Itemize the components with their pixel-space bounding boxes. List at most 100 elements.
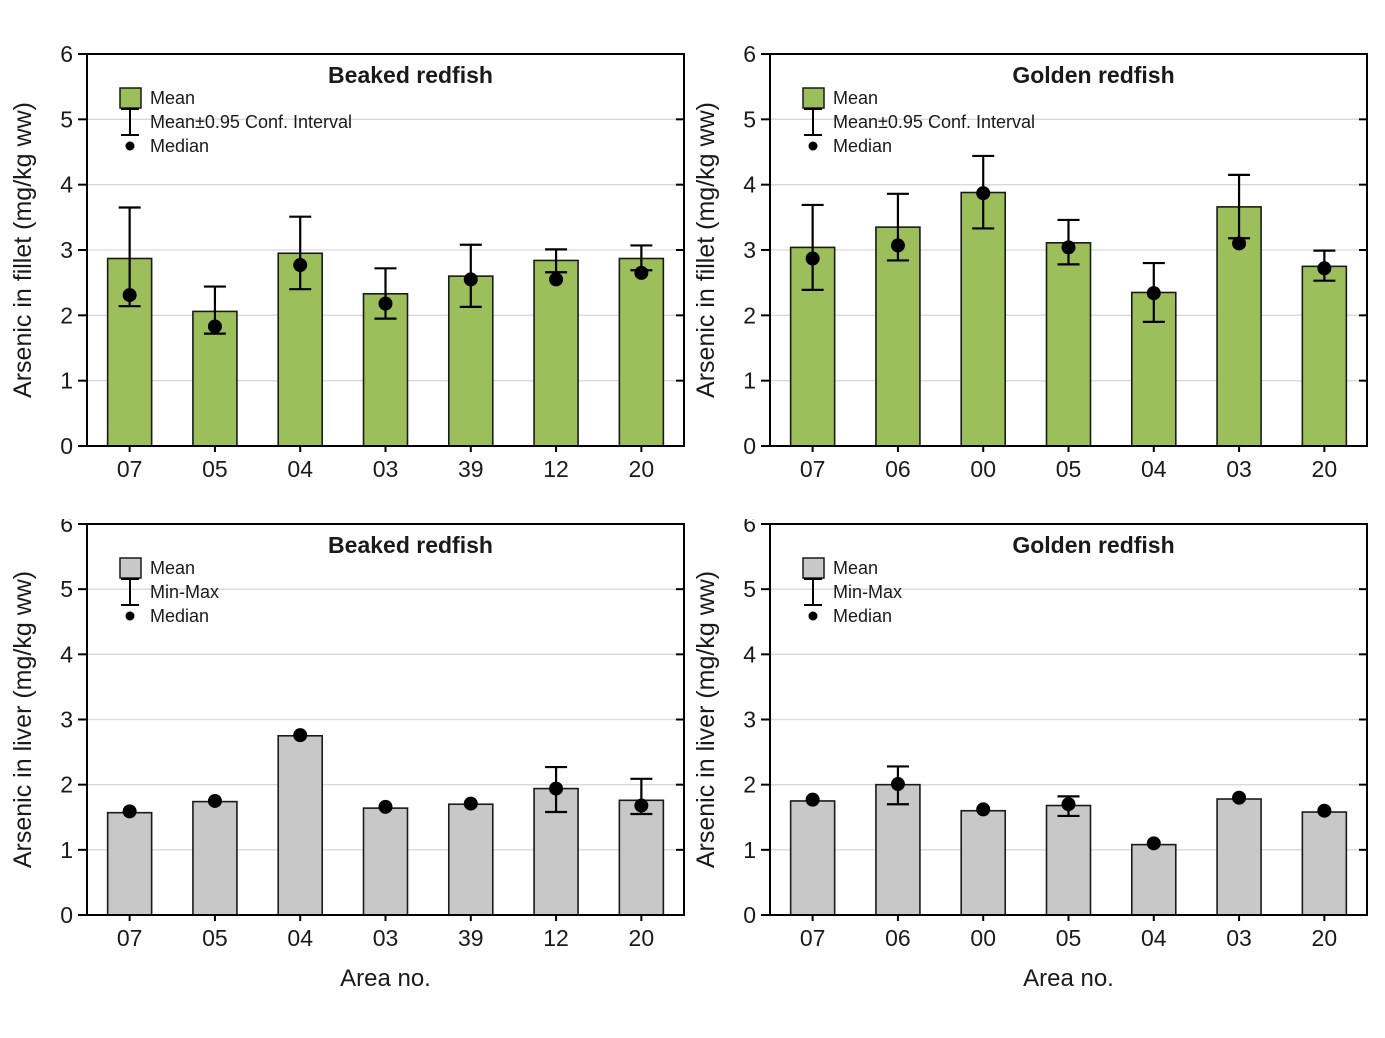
median-dot [1232, 790, 1247, 805]
median-dot [890, 777, 905, 792]
x-tick-label: 04 [1141, 925, 1167, 951]
x-tick-label: 05 [202, 925, 228, 951]
bar [960, 191, 1007, 447]
chart-liver-golden-redfish: 0 1 2 3 4 5 6 07 06 00 05 04 03 20 Golden redfish Arsen… [693, 519, 1368, 992]
y-axis-label: Arsenic in liver (mg/kg ww) [693, 571, 720, 868]
y-tick-label: 4 [60, 641, 73, 667]
y-tick-label: 3 [60, 707, 73, 733]
y-tick-label: 0 [60, 902, 73, 928]
legend-label: Mean±0.95 Conf. Interval [833, 112, 1035, 132]
bar [1045, 242, 1092, 447]
x-tick-label: 03 [373, 925, 399, 951]
bar [106, 811, 153, 916]
y-tick-label: 2 [743, 302, 756, 328]
legend-label: Mean [150, 558, 195, 578]
legend-label: Mean [833, 558, 878, 578]
median-dot [463, 796, 478, 811]
y-tick-label: 6 [743, 519, 756, 537]
legend-label: Mean [833, 88, 878, 108]
median-dot [1061, 240, 1076, 255]
x-tick-label: 39 [458, 456, 484, 482]
median-dot [122, 288, 137, 303]
x-tick-label: 20 [629, 456, 655, 482]
median-dot [890, 238, 905, 253]
legend-label: Min-Max [833, 582, 902, 602]
median-dot [207, 319, 222, 334]
bar [277, 734, 324, 916]
y-tick-label: 2 [60, 302, 73, 328]
median-dot [549, 781, 564, 796]
bar [362, 807, 409, 916]
y-tick-label: 2 [60, 772, 73, 798]
bar [789, 800, 836, 916]
median-dot [122, 804, 137, 819]
y-tick-label: 5 [60, 576, 73, 602]
median-dot [634, 265, 649, 280]
y-axis-label: Arsenic in fillet (mg/kg ww) [9, 102, 37, 398]
median-dot [1317, 261, 1332, 276]
x-tick-label: 05 [1056, 925, 1082, 951]
x-axis-label: Area no. [1023, 965, 1114, 992]
y-tick-label: 3 [60, 237, 73, 263]
bar [1045, 804, 1092, 916]
legend-mean-swatch [802, 87, 825, 109]
x-tick-label: 04 [1141, 456, 1167, 482]
x-tick-label: 04 [287, 925, 313, 951]
y-tick-label: 5 [743, 106, 756, 132]
y-tick-label: 6 [60, 41, 73, 67]
y-tick-label: 0 [743, 433, 756, 459]
legend-mean-swatch [119, 87, 142, 109]
x-tick-label: 03 [1226, 925, 1252, 951]
chart-title: Beaked redfish [328, 62, 493, 88]
legend-median-icon [125, 141, 135, 151]
y-tick-label: 6 [743, 41, 756, 67]
median-dot [976, 186, 991, 201]
chart-title: Golden redfish [1012, 532, 1174, 558]
bar [1130, 843, 1177, 916]
y-tick-label: 0 [743, 902, 756, 928]
y-axis-label: Arsenic in liver (mg/kg ww) [9, 571, 37, 868]
bar [192, 800, 238, 916]
bar [447, 803, 494, 916]
chart-cell-fillet-golden: 0 1 2 3 4 5 6 07 06 00 05 04 03 20 Golden redfish Arsen… [693, 0, 1385, 519]
median-dot [1061, 797, 1076, 812]
x-tick-label: 03 [1226, 456, 1252, 482]
median-dot [634, 798, 649, 813]
median-dot [805, 251, 820, 266]
chart-title: Beaked redfish [328, 532, 493, 558]
median-dot [293, 258, 308, 273]
x-tick-label: 20 [1312, 456, 1338, 482]
y-tick-label: 4 [60, 172, 73, 198]
x-tick-label: 12 [543, 456, 569, 482]
y-tick-label: 0 [60, 433, 73, 459]
median-dot [378, 799, 393, 814]
x-tick-label: 07 [117, 456, 143, 482]
x-tick-label: 07 [800, 925, 826, 951]
x-tick-label: 39 [458, 925, 484, 951]
legend-mean-swatch [802, 557, 825, 579]
y-tick-label: 1 [743, 368, 756, 394]
x-tick-label: 07 [800, 456, 826, 482]
legend-label: Median [150, 136, 209, 156]
legend-median-icon [808, 611, 818, 621]
bar [1301, 811, 1348, 916]
x-tick-label: 06 [885, 456, 911, 482]
legend-median-icon [808, 141, 818, 151]
y-tick-label: 1 [743, 837, 756, 863]
bar [618, 257, 665, 447]
y-axis-label: Arsenic in fillet (mg/kg ww) [693, 102, 720, 398]
x-tick-label: 12 [543, 925, 569, 951]
bar [533, 259, 579, 447]
y-tick-label: 4 [743, 172, 756, 198]
y-tick-label: 2 [743, 772, 756, 798]
y-tick-label: 5 [60, 106, 73, 132]
x-tick-label: 06 [885, 925, 911, 951]
median-dot [1317, 803, 1332, 818]
y-tick-label: 1 [60, 368, 73, 394]
chart-fillet-golden-redfish: 0 1 2 3 4 5 6 07 06 00 05 04 03 20 Golden redfish Arsen… [693, 41, 1368, 482]
median-dot [1232, 236, 1247, 251]
median-dot [207, 793, 222, 808]
chart-cell-liver-golden: 0 1 2 3 4 5 6 07 06 00 05 04 03 20 Golden redfish Arsen… [693, 519, 1385, 1038]
